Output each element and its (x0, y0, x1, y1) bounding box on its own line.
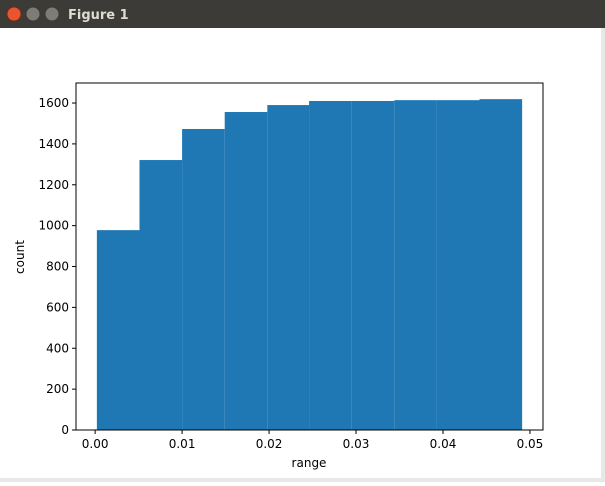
y-tick-label: 600 (46, 300, 69, 314)
y-tick-label: 0 (61, 423, 69, 437)
x-tick-label: 0.02 (256, 437, 283, 451)
y-tick-label: 1200 (38, 178, 69, 192)
bar (479, 99, 523, 430)
bar (224, 112, 268, 430)
y-tick-label: 400 (46, 341, 69, 355)
close-button[interactable] (6, 6, 22, 22)
axes-frame (75, 82, 544, 431)
bar (96, 230, 140, 430)
y-tick-label: 1000 (38, 219, 69, 233)
x-tick-label: 0.01 (169, 437, 196, 451)
title-bar (0, 0, 605, 28)
window-border (0, 478, 605, 482)
x-tick-label: 0.00 (82, 437, 109, 451)
y-axis-label: count (13, 240, 27, 274)
bar (182, 128, 225, 430)
bar (309, 100, 352, 430)
y-tick-label: 1600 (38, 96, 69, 110)
bar (436, 100, 480, 430)
plot (96, 99, 523, 430)
bar (351, 100, 395, 430)
window-border (601, 28, 605, 482)
minimize-button[interactable] (25, 6, 41, 22)
maximize-button[interactable] (44, 6, 60, 22)
bar (394, 100, 437, 430)
bar (267, 105, 310, 430)
y-tick-label: 200 (46, 382, 69, 396)
x-axis-label: range (292, 456, 327, 470)
x-tick-label: 0.03 (343, 437, 370, 451)
y-tick-label: 1400 (38, 137, 69, 151)
x-tick-label: 0.04 (430, 437, 457, 451)
x-tick-label: 0.05 (517, 437, 544, 451)
bar (139, 160, 183, 430)
window-title: Figure 1 (68, 8, 129, 23)
y-tick-label: 800 (46, 260, 69, 274)
